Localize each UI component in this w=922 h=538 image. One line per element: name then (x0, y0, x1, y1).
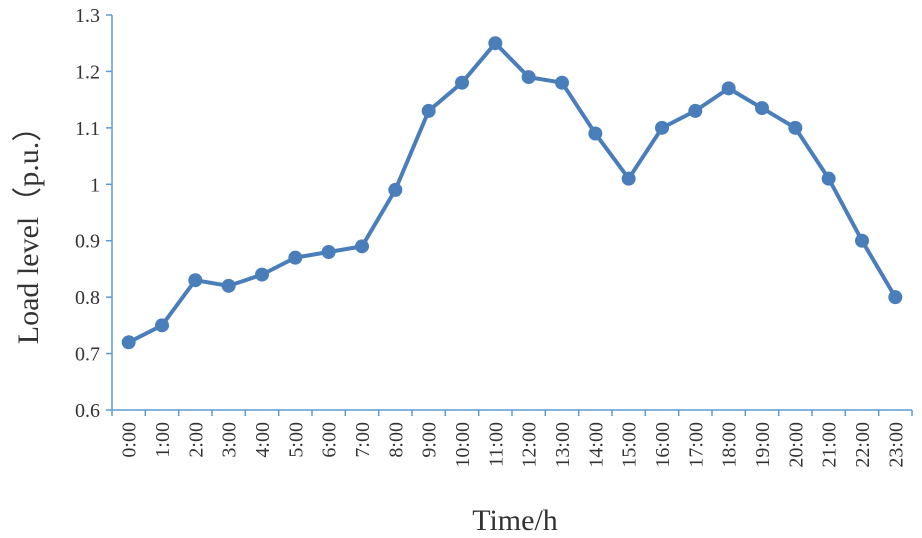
data-point (155, 318, 169, 333)
x-tick-label: 5:00 (285, 422, 307, 458)
x-tick-label: 7:00 (352, 422, 374, 458)
x-tick-label: 13:00 (552, 422, 574, 468)
y-axis-title: Load level（p.u.） (12, 112, 45, 344)
x-tick-label: 21:00 (819, 422, 841, 468)
x-tick-label: 22:00 (852, 422, 874, 468)
data-point (355, 239, 369, 254)
data-point (421, 103, 436, 118)
x-tick-label: 1:00 (152, 422, 174, 458)
y-ticks: 0.6 0.7 0.8 0.9 1 1.1 1.2 1.3 (75, 5, 112, 422)
x-ticks: 0:00 1:00 2:00 3:00 4:00 5:00 6:00 7:00 8:00 9:00… (111, 410, 913, 468)
data-point (555, 75, 569, 90)
data-point (488, 36, 503, 51)
data-point (888, 290, 903, 305)
x-tick-label: 18:00 (719, 422, 741, 468)
data-point (821, 171, 836, 186)
data-points (121, 36, 903, 350)
y-tick-label: 1 (90, 174, 100, 196)
x-tick-label: 8:00 (385, 422, 407, 458)
data-point (221, 278, 236, 293)
x-tick-label: 2:00 (185, 422, 207, 458)
data-point (321, 245, 336, 259)
data-point (521, 70, 536, 85)
data-point (621, 171, 636, 186)
data-point (188, 273, 203, 288)
x-tick-label: 10:00 (452, 422, 474, 468)
x-tick-label: 9:00 (419, 422, 441, 458)
data-point (388, 182, 403, 197)
x-tick-label: 0:00 (119, 422, 141, 458)
y-tick-label: 1.1 (75, 118, 100, 140)
x-tick-label: 4:00 (252, 422, 274, 458)
data-point (455, 75, 469, 90)
data-point (588, 126, 603, 141)
y-tick-label: 0.7 (75, 344, 100, 366)
y-tick-label: 0.9 (75, 231, 100, 253)
series-line (127, 41, 898, 345)
data-point (721, 81, 736, 96)
y-tick-label: 1.3 (75, 5, 100, 27)
data-point (655, 120, 669, 135)
data-point (288, 250, 303, 265)
data-point (755, 101, 769, 116)
data-point (688, 103, 703, 118)
data-point (255, 267, 269, 282)
x-tick-label: 19:00 (752, 422, 774, 468)
x-tick-label: 20:00 (785, 422, 807, 468)
x-tick-label: 17:00 (685, 422, 707, 468)
x-tick-label: 6:00 (319, 422, 341, 458)
x-tick-label: 11:00 (485, 422, 507, 467)
x-axis-title: Time/h (472, 504, 558, 537)
data-point (121, 335, 136, 350)
x-tick-label: 12:00 (519, 422, 541, 468)
x-tick-label: 15:00 (619, 422, 641, 468)
x-tick-label: 23:00 (885, 422, 907, 468)
x-tick-label: 14:00 (585, 422, 607, 468)
y-tick-label: 1.2 (75, 61, 100, 83)
x-tick-label: 3:00 (219, 422, 241, 458)
y-tick-label: 0.6 (75, 400, 100, 422)
x-tick-label: 16:00 (652, 422, 674, 468)
data-point (788, 120, 803, 135)
data-point (855, 233, 869, 248)
axes (111, 15, 912, 411)
y-tick-label: 0.8 (75, 287, 100, 309)
